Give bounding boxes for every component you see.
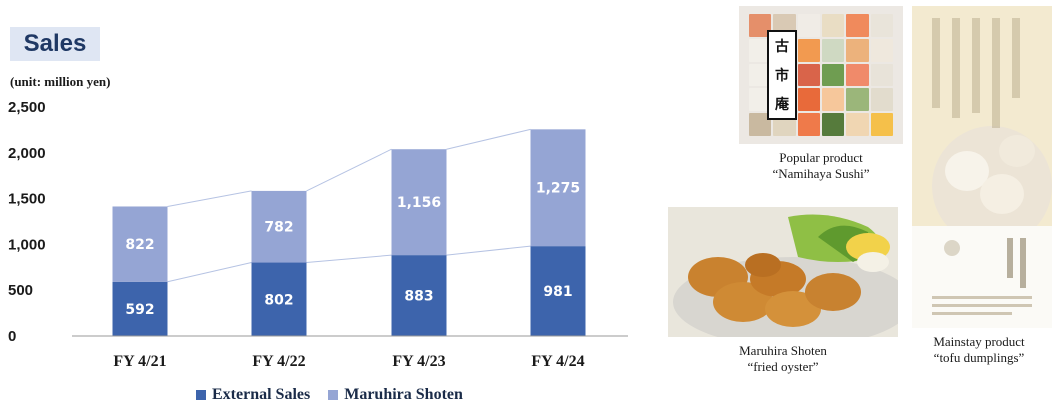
legend-swatch-external — [196, 390, 206, 400]
value-label-external: 981 — [543, 284, 572, 300]
sushi-caption: Popular product “Namihaya Sushi” — [739, 150, 903, 182]
sushi-caption-line2: “Namihaya Sushi” — [772, 166, 870, 181]
tofu-dumpling-package-photo — [912, 6, 1052, 328]
bar-maruhira-shoten — [112, 206, 168, 282]
legend-item-maruhira: Maruhira Shoten — [328, 386, 463, 404]
x-tick-label: FY 4/24 — [531, 353, 584, 370]
value-label-external: 883 — [404, 289, 433, 305]
bar-maruhira-shoten — [391, 149, 447, 256]
y-tick-label: 1,500 — [8, 191, 46, 208]
connector-line-external — [446, 245, 531, 256]
chart-title: Sales — [10, 27, 100, 61]
tofu-caption: Mainstay product “tofu dumplings” — [906, 334, 1052, 366]
legend-swatch-maruhira — [328, 390, 339, 400]
connector-line-total — [167, 190, 252, 207]
bar-external-sales — [391, 255, 447, 336]
value-label-external: 802 — [264, 292, 293, 308]
brand-char-2: 市 — [775, 67, 789, 84]
value-label-maruhira: 1,275 — [536, 181, 580, 197]
unit-label: (unit: million yen) — [10, 74, 111, 89]
connector-line-total — [306, 148, 392, 192]
value-label-maruhira: 782 — [264, 220, 293, 236]
y-tick-label: 2,500 — [8, 99, 46, 116]
oyster-caption: Maruhira Shoten “fried oyster” — [668, 343, 898, 375]
tofu-package-label-area — [912, 226, 1052, 328]
sushi-brand-label: 古 市 庵 — [767, 30, 797, 120]
tofu-caption-line2: “tofu dumplings” — [933, 350, 1025, 365]
bar-external-sales — [251, 262, 307, 336]
y-tick-label: 2,000 — [8, 145, 46, 162]
legend-label-external: External Sales — [212, 386, 311, 403]
brand-char-3: 庵 — [775, 96, 789, 113]
connector-line-external — [167, 262, 252, 283]
y-tick-label: 0 — [8, 328, 16, 345]
x-tick-label: FY 4/22 — [252, 353, 305, 370]
sushi-product-photo: 古 市 庵 — [739, 6, 903, 144]
bar-external-sales — [112, 281, 168, 336]
y-tick-label: 500 — [8, 282, 33, 299]
tofu-caption-line1: Mainstay product — [933, 334, 1025, 349]
oyster-caption-line1: Maruhira Shoten — [739, 343, 827, 358]
value-label-external: 592 — [125, 302, 154, 318]
tofu-package-illustration — [912, 6, 1052, 246]
bar-maruhira-shoten — [530, 129, 586, 247]
value-label-maruhira: 1,156 — [397, 195, 441, 211]
legend-label-maruhira: Maruhira Shoten — [344, 386, 463, 403]
y-tick-label: 1,000 — [8, 236, 46, 253]
legend-item-external: External Sales — [196, 386, 310, 404]
tofu-label-illustration — [932, 238, 1032, 315]
connector-line-total — [446, 128, 531, 150]
bar-external-sales — [530, 246, 586, 336]
brand-char-1: 古 — [775, 39, 789, 56]
sales-chart: 0 500 1,000 1,500 2,000 2,500 592 822 FY 4/21 802… — [8, 99, 628, 370]
oyster-product-photo — [668, 207, 898, 337]
sushi-caption-line1: Popular product — [779, 150, 863, 165]
value-label-maruhira: 822 — [125, 237, 154, 253]
x-tick-label: FY 4/23 — [392, 353, 445, 370]
legend: External Sales Maruhira Shoten — [196, 386, 463, 404]
x-tick-label: FY 4/21 — [113, 353, 166, 370]
bar-maruhira-shoten — [251, 190, 307, 263]
oyster-illustration — [668, 207, 898, 337]
connector-line-external — [306, 254, 392, 264]
oyster-caption-line2: “fried oyster” — [747, 359, 819, 374]
